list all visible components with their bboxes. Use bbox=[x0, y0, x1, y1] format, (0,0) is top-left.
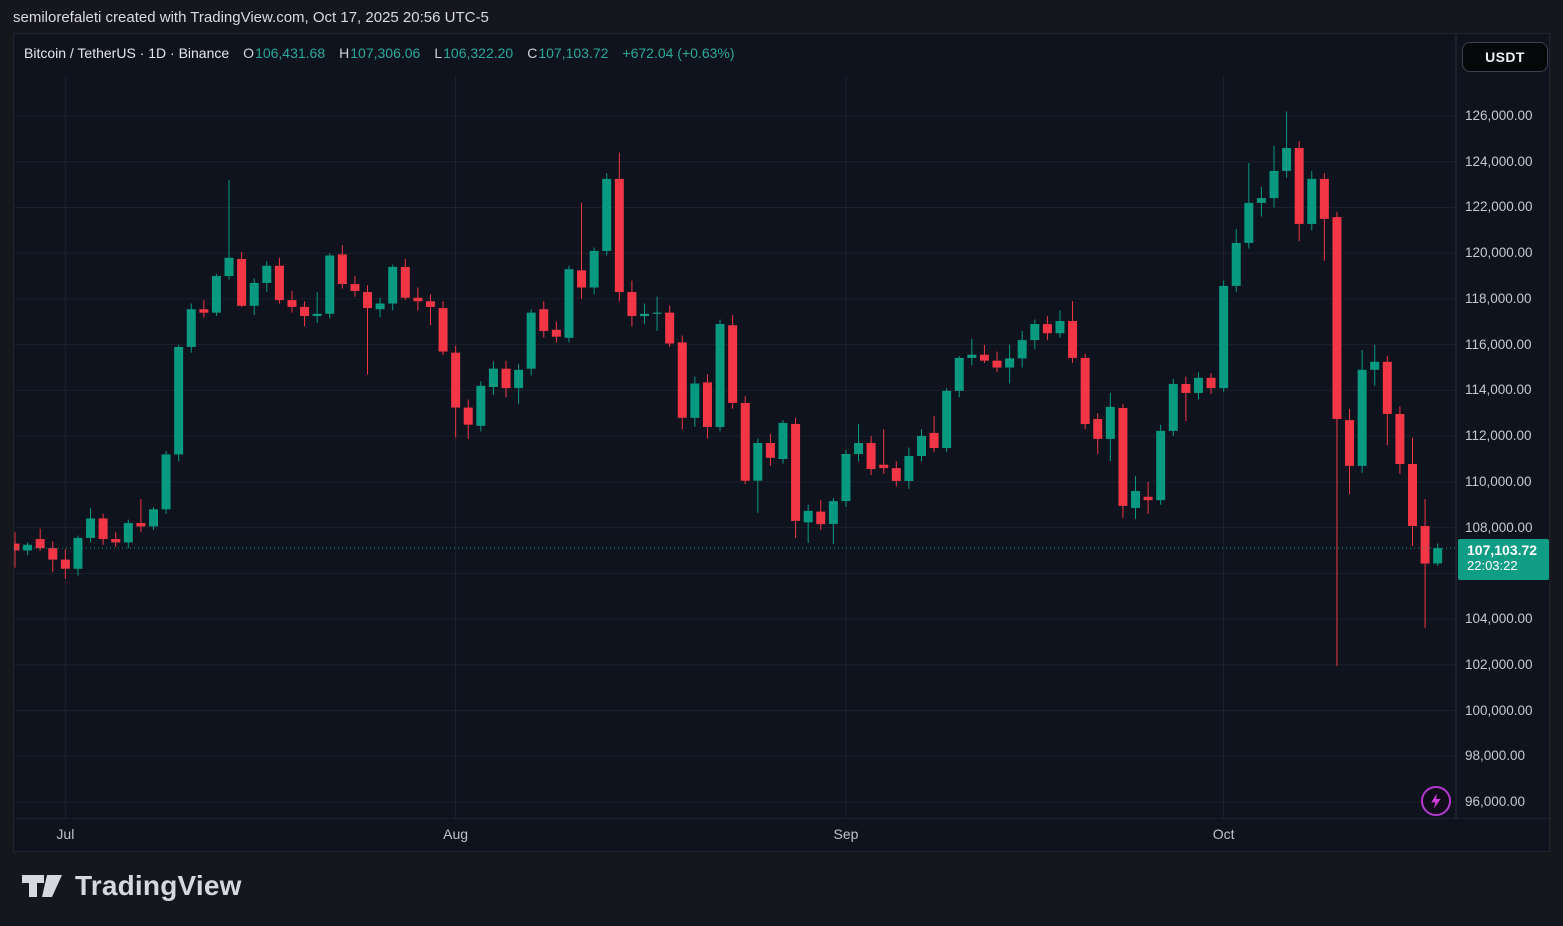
ohlc-open: O106,431.68 bbox=[243, 45, 326, 61]
symbol-title: Bitcoin / TetherUS · 1D · Binance bbox=[24, 45, 230, 61]
candle-countdown: 22:03:22 bbox=[1467, 558, 1518, 573]
price-axis-label: 112,000.00 bbox=[1465, 428, 1532, 444]
price-axis-label: 100,000.00 bbox=[1465, 702, 1533, 718]
chart-header: Bitcoin / TetherUS · 1D · Binance O106,4… bbox=[24, 45, 735, 61]
ohlc-close: C107,103.72 bbox=[527, 45, 609, 61]
time-axis-label: Sep bbox=[833, 826, 859, 842]
last-price-value: 107,103.72 bbox=[1467, 542, 1538, 558]
price-axis-label: 120,000.00 bbox=[1465, 245, 1533, 261]
last-price-label: 107,103.72 22:03:22 bbox=[1458, 539, 1549, 580]
flash-trade-icon[interactable] bbox=[1421, 786, 1451, 816]
lightning-bolt-icon bbox=[1431, 793, 1441, 809]
price-axis-label: 114,000.00 bbox=[1465, 382, 1532, 398]
price-axis-label: 122,000.00 bbox=[1465, 199, 1533, 215]
time-axis-label: Aug bbox=[443, 826, 469, 842]
price-axis-label: 108,000.00 bbox=[1465, 519, 1533, 535]
candlestick-chart[interactable] bbox=[14, 34, 1551, 819]
price-axis-label: 124,000.00 bbox=[1465, 153, 1533, 169]
price-axis-label: 118,000.00 bbox=[1465, 290, 1532, 306]
tradingview-logo[interactable]: TradingView bbox=[20, 869, 242, 903]
tradingview-mark-icon bbox=[22, 875, 62, 897]
time-axis-label: Oct bbox=[1212, 826, 1235, 842]
ohlc-high: H107,306.06 bbox=[339, 45, 421, 61]
time-axis-label: Jul bbox=[56, 826, 75, 842]
price-axis-label: 116,000.00 bbox=[1465, 336, 1532, 352]
watermark-text: semilorefaleti created with TradingView.… bbox=[13, 9, 489, 26]
price-axis-label: 104,000.00 bbox=[1465, 611, 1533, 627]
price-axis-label: 126,000.00 bbox=[1465, 108, 1533, 123]
price-axis-label: 96,000.00 bbox=[1465, 794, 1526, 809]
ohlc-low: L106,322.20 bbox=[434, 45, 514, 61]
price-axis-label: 98,000.00 bbox=[1465, 748, 1526, 764]
price-axis-label: 110,000.00 bbox=[1465, 473, 1532, 489]
change-percent: +672.04 (+0.63%) bbox=[622, 45, 735, 61]
chart-card: Bitcoin / TetherUS · 1D · Binance O106,4… bbox=[13, 33, 1551, 852]
price-axis-label: 102,000.00 bbox=[1465, 656, 1533, 672]
tradingview-wordmark: TradingView bbox=[75, 870, 242, 901]
currency-button[interactable]: USDT bbox=[1462, 42, 1548, 72]
